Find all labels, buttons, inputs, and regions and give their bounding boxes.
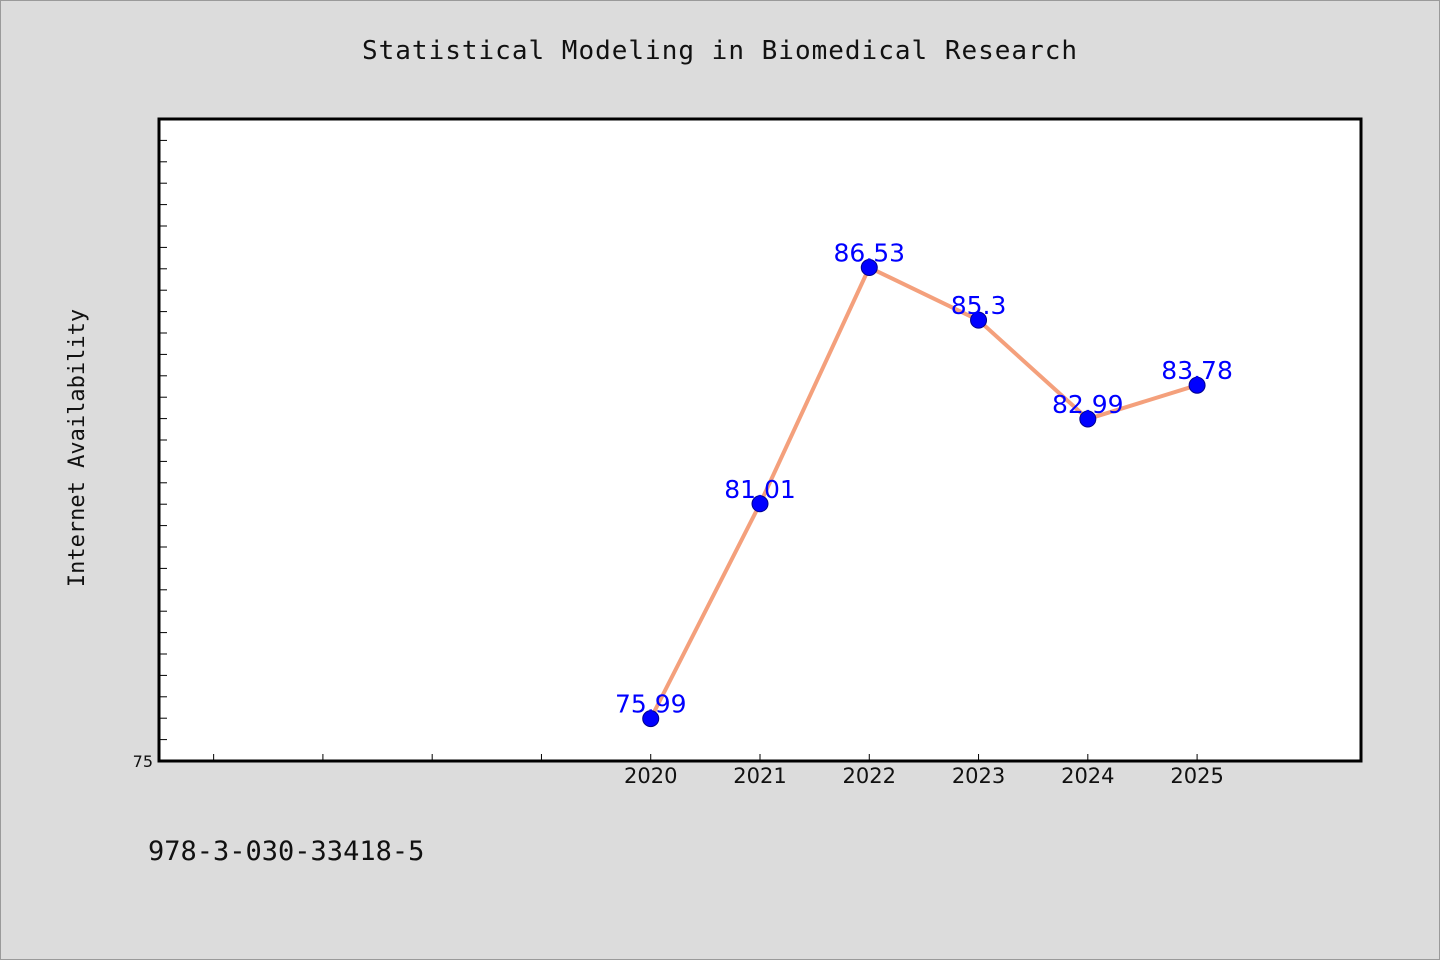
y-tick-label: 75 bbox=[133, 752, 153, 771]
chart-title: Statistical Modeling in Biomedical Resea… bbox=[361, 36, 1079, 66]
data-point bbox=[751, 495, 769, 513]
series-line bbox=[648, 265, 1198, 720]
data-point bbox=[642, 710, 660, 728]
plot-area bbox=[157, 117, 1363, 763]
data-label: 81.01 bbox=[724, 475, 796, 504]
data-point bbox=[1079, 410, 1097, 428]
series-layer: 75.99 81.01 86.53 85.3 82.99 83.78 bbox=[615, 239, 1233, 728]
x-tick-label: 2023 bbox=[952, 764, 1005, 788]
x-tick-label: 2025 bbox=[1170, 764, 1223, 788]
data-point bbox=[970, 311, 988, 329]
x-tick-label: 2021 bbox=[733, 764, 786, 788]
data-point bbox=[860, 259, 878, 277]
data-label: 82.99 bbox=[1052, 390, 1124, 419]
y-axis-ticks: 75 bbox=[133, 139, 167, 771]
data-point bbox=[1188, 376, 1206, 394]
data-label: 75.99 bbox=[615, 690, 687, 719]
data-label: 85.3 bbox=[951, 291, 1007, 320]
x-tick-label: 2022 bbox=[843, 764, 896, 788]
x-tick-label: 2024 bbox=[1061, 764, 1114, 788]
x-tick-label: 2020 bbox=[624, 764, 677, 788]
isbn-code: 978-3-030-33418-5 bbox=[148, 836, 425, 867]
x-axis-ticks: 2020 2021 2022 2023 2024 2025 bbox=[213, 754, 1224, 788]
data-label: 86.53 bbox=[833, 239, 905, 268]
y-axis-label: Internet Availability bbox=[65, 309, 90, 587]
data-label: 83.78 bbox=[1161, 356, 1233, 385]
